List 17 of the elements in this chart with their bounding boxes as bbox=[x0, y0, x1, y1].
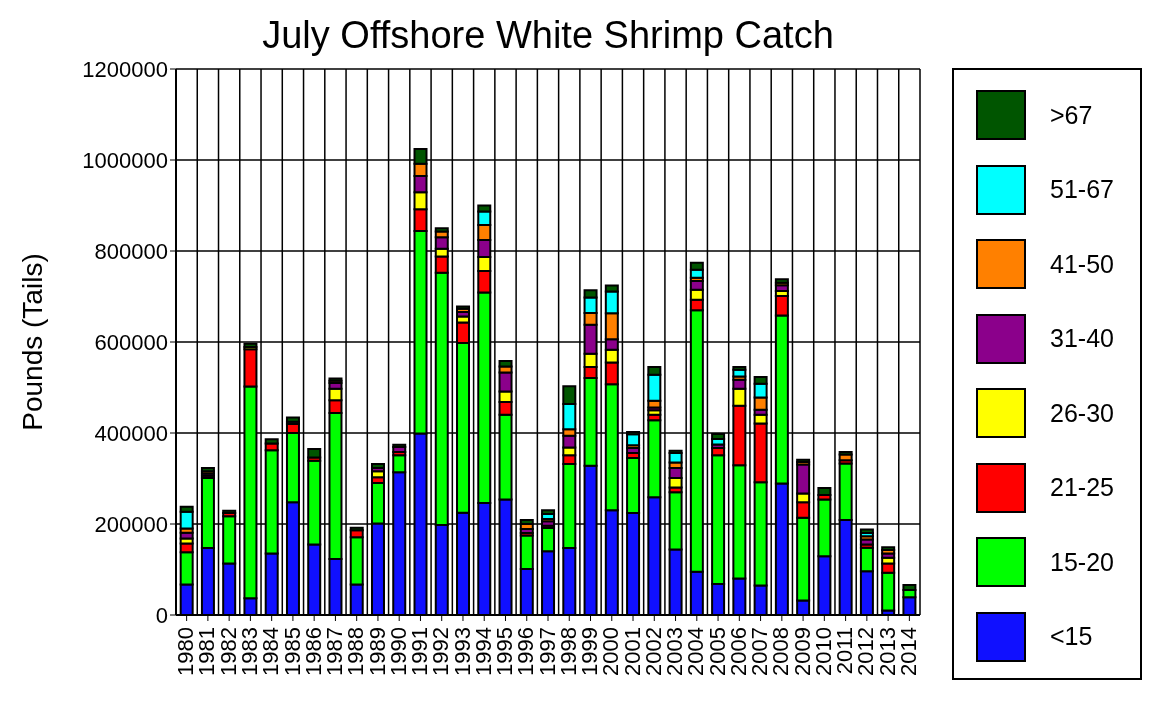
legend-label: >67 bbox=[1050, 100, 1093, 130]
legend-label: 15-20 bbox=[1050, 547, 1114, 577]
y-axis-title: Pounds (Tails) bbox=[17, 253, 49, 431]
legend-label: 26-30 bbox=[1050, 398, 1114, 428]
y-tick-label: 1000000 bbox=[82, 147, 168, 173]
y-tick-label: 0 bbox=[155, 602, 168, 628]
y-tick-label: 200000 bbox=[94, 511, 168, 537]
legend-label: 41-50 bbox=[1050, 249, 1114, 279]
legend-label: <15 bbox=[1050, 622, 1093, 652]
legend-label: 21-25 bbox=[1050, 473, 1114, 503]
chart-title: July Offshore White Shrimp Catch bbox=[261, 14, 835, 57]
y-tick-label: 400000 bbox=[94, 420, 168, 446]
y-tick-label: 600000 bbox=[94, 329, 168, 355]
legend-label: 31-40 bbox=[1050, 324, 1114, 354]
y-tick-label: 1200000 bbox=[82, 56, 168, 82]
legend-label: 51-67 bbox=[1050, 175, 1114, 205]
y-tick-label: 800000 bbox=[94, 238, 168, 264]
